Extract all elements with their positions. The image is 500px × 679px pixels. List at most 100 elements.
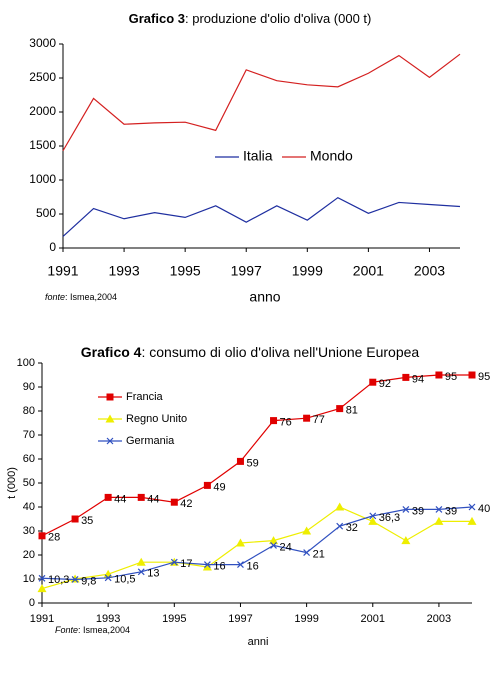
data-label: 94 (412, 373, 424, 385)
legend-label: Mondo (310, 148, 353, 164)
x-axis-label: anni (248, 636, 269, 648)
point (236, 457, 244, 465)
data-label: 49 (213, 481, 225, 493)
y-tick-label: 2500 (29, 70, 56, 84)
point (303, 414, 311, 422)
x-tick-label: 1991 (30, 613, 54, 625)
point (203, 481, 211, 489)
data-label: 40 (478, 503, 490, 515)
y-tick-label: 40 (23, 501, 35, 513)
point (37, 584, 47, 593)
data-label: 16 (246, 561, 258, 573)
y-tick-label: 60 (23, 453, 35, 465)
chart-title: Grafico 3: produzione d'olio d'oliva (00… (129, 11, 372, 26)
data-label: 59 (246, 457, 258, 469)
point (137, 568, 145, 576)
point (434, 516, 444, 525)
data-label: 10,3 (48, 574, 69, 586)
point (336, 405, 344, 413)
y-tick-label: 20 (23, 549, 35, 561)
data-label: 35 (81, 515, 93, 527)
line (62, 53, 461, 152)
data-label: 44 (114, 493, 126, 505)
point (369, 378, 377, 386)
source-label: Fonte (55, 625, 78, 635)
chart-title-text: : produzione d'olio d'oliva (000 t) (185, 11, 371, 26)
point (302, 526, 312, 535)
data-label: 32 (346, 522, 358, 534)
point (468, 503, 476, 511)
y-tick-label: 80 (23, 405, 35, 417)
point (136, 557, 146, 566)
point (170, 498, 178, 506)
point (435, 505, 443, 513)
data-label: 92 (379, 378, 391, 390)
x-tick-label: 1999 (292, 263, 323, 279)
data-label: 9,8 (81, 575, 96, 587)
x-axis-label: anno (249, 289, 280, 305)
data-label: 44 (147, 493, 159, 505)
point (402, 373, 410, 381)
point (103, 569, 113, 578)
point (38, 574, 46, 582)
source-text: : Ismea,2004 (78, 625, 130, 635)
y-tick-label: 0 (29, 597, 35, 609)
legend-marker (106, 437, 114, 445)
y-tick-label: 1500 (29, 138, 56, 152)
y-tick-label: 70 (23, 429, 35, 441)
line (41, 506, 473, 581)
point (104, 574, 112, 582)
data-label: 81 (346, 405, 358, 417)
point (468, 371, 476, 379)
point (336, 522, 344, 530)
x-tick-label: 1993 (96, 613, 120, 625)
data-label: 28 (48, 532, 60, 544)
source-label: fonte (45, 292, 65, 302)
point (104, 493, 112, 501)
data-label: 95 (478, 371, 490, 383)
line (62, 196, 461, 237)
x-tick-label: 2001 (361, 613, 385, 625)
point (401, 536, 411, 545)
point (70, 574, 80, 583)
data-label: 42 (180, 498, 192, 510)
point (303, 549, 311, 557)
data-label: 13 (147, 568, 159, 580)
point (368, 516, 378, 525)
chart-title-bold: Grafico 3 (129, 11, 185, 26)
x-tick-label: 1995 (170, 263, 201, 279)
data-label: 77 (313, 414, 325, 426)
y-tick-label: 0 (49, 240, 56, 254)
y-tick-label: 30 (23, 525, 35, 537)
point (369, 512, 377, 520)
chart-title-bold: Grafico 4 (81, 344, 142, 360)
y-tick-label: 90 (23, 381, 35, 393)
point (38, 532, 46, 540)
x-tick-label: 2001 (353, 263, 384, 279)
data-label: 76 (280, 417, 292, 429)
x-tick-label: 1997 (231, 263, 262, 279)
data-label: 36,3 (379, 512, 400, 524)
point (402, 505, 410, 513)
x-tick-label: 2003 (427, 613, 451, 625)
source-text: : Ismea,2004 (65, 292, 117, 302)
point (270, 541, 277, 549)
point (235, 538, 245, 547)
point (71, 515, 79, 523)
line (41, 506, 472, 590)
legend-label: Francia (126, 391, 164, 403)
x-tick-label: 1997 (228, 613, 252, 625)
data-label: 17 (180, 558, 192, 570)
source: fonte: Ismea,2004 (45, 292, 117, 302)
chart-title-text: : consumo di olio d'oliva nell'Unione Eu… (141, 344, 419, 360)
x-tick-label: 1999 (294, 613, 318, 625)
y-tick-label: 50 (23, 477, 35, 489)
point (71, 576, 79, 583)
data-label: 39 (445, 505, 457, 517)
legend-label: Regno Unito (126, 413, 187, 425)
y-tick-label: 2000 (29, 104, 56, 118)
line (41, 374, 472, 537)
data-label: 39 (412, 505, 424, 517)
legend-label: Germania (126, 435, 175, 447)
